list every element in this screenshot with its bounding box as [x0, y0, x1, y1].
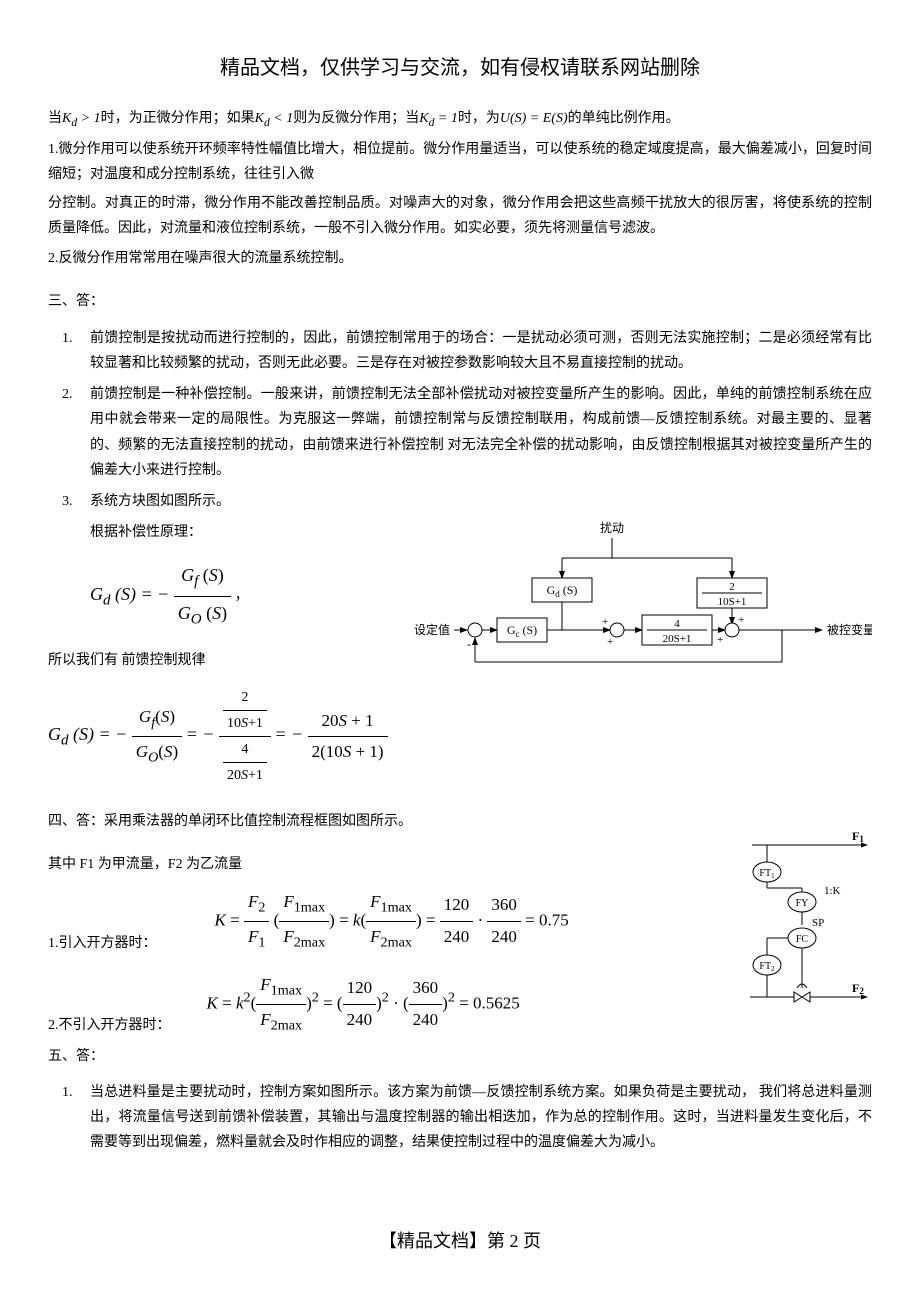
svg-text:FC: FC — [796, 934, 809, 945]
svg-text:+: + — [607, 636, 613, 648]
ratio-control-diagram: F1 FT1 FY 1:K SP FC FT2 — [672, 830, 872, 1025]
intro-mid3: 时，为 — [458, 111, 500, 126]
list-item: 3.系统方块图如图所示。 — [90, 489, 872, 514]
svg-text:10S+1: 10S+1 — [718, 596, 747, 608]
q4-item2-label: 2.不引入开方器时： — [48, 1013, 171, 1038]
paragraph-3: 2.反微分作用常常用在噪声很大的流量系统控制。 — [48, 246, 872, 271]
q4-formula-1: K = F2F1 (F1maxF2max) = k(F1maxF2max) = … — [215, 887, 569, 956]
list-item: 1.当总进料量是主要扰动时，控制方案如图所示。该方案为前馈—反馈控制系统方案。如… — [90, 1080, 872, 1156]
svg-text:F2: F2 — [852, 981, 864, 996]
svg-text:FY: FY — [796, 898, 809, 909]
item-num: 1. — [62, 1080, 73, 1105]
q4-formula-2: K = k2(F1maxF2max)2 = (120240)2 · (36024… — [207, 970, 520, 1039]
intro-tail: 的单纯比例作用。 — [568, 111, 680, 126]
section-5-list: 1. 当总进料量是主要扰动时，控制方案如图所示。该方案为前馈—反馈控制系统方案。如… — [48, 1080, 872, 1156]
svg-text:+: + — [602, 616, 608, 628]
list-item: 2.前馈控制是一种补偿控制。一般来讲，前馈控制无法全部补偿扰动对被控变量所产生的… — [90, 382, 872, 483]
cond-kd-eq-1: Kd = 1 — [419, 111, 458, 126]
feedforward-law-label: 所以我们有 前馈控制规律 — [48, 648, 400, 673]
cond-kd-gt-1: Kd > 1 — [62, 111, 101, 126]
item-text: 前馈控制是一种补偿控制。一般来讲，前馈控制无法全部补偿扰动对被控变量所产生的影响… — [90, 387, 872, 478]
section-5-heading: 五、答： — [48, 1044, 872, 1069]
block-diagram-svg: 扰动 Gd (S) 2 10S+1 设定值 — [412, 520, 872, 675]
cond-us-es: U(S) = E(S) — [500, 111, 568, 126]
item-num: 1. — [62, 326, 73, 351]
intro-pre1: 当 — [48, 111, 62, 126]
formula-gd-basic: Gd (S) = − Gf (S) GO (S) ， — [90, 559, 400, 633]
page-footer: 【精品文档】第 2 页 — [48, 1225, 872, 1257]
svg-text:+: + — [717, 634, 723, 646]
item-text: 前馈控制是按扰动而进行控制的，因此，前馈控制常用于的场合：一是扰动必须可测，否则… — [90, 331, 872, 371]
paragraph-1: 1.微分作用可以使系统开环频率特性幅值比增大，相位提前。微分作用量适当，可以使系… — [48, 137, 872, 187]
section4-flow-note: 其中 F1 为甲流量，F2 为乙流量 — [48, 852, 664, 877]
formula-gd-expanded: Gd (S) = − Gf(S) GO(S) = − 210S+1 420S+1… — [48, 685, 872, 789]
disturbance-label: 扰动 — [600, 521, 624, 535]
intro-mid1: 时，为正微分作用；如果 — [101, 111, 255, 126]
svg-text:Gd (S): Gd (S) — [547, 583, 578, 599]
paragraph-2: 分控制。对真正的时滞，微分作用不能改善控制品质。对噪声大的对象，微分作用会把这些… — [48, 191, 872, 241]
svg-text:1:K: 1:K — [824, 885, 841, 897]
svg-text:-: - — [467, 637, 471, 651]
cond-kd-lt-1: Kd < 1 — [255, 111, 294, 126]
item-text: 当总进料量是主要扰动时，控制方案如图所示。该方案为前馈—反馈控制系统方案。如果负… — [90, 1085, 872, 1150]
item-text: 系统方块图如图所示。 — [90, 494, 230, 509]
intro-paragraph: 当Kd > 1时，为正微分作用；如果Kd < 1则为反微分作用；当Kd = 1时… — [48, 106, 872, 133]
section-3-list: 1. 前馈控制是按扰动而进行控制的，因此，前馈控制常用于的场合：一是扰动必须可测，… — [48, 326, 872, 514]
svg-text:2: 2 — [729, 581, 735, 593]
intro-mid2: 则为反微分作用；当 — [293, 111, 419, 126]
svg-text:20S+1: 20S+1 — [663, 633, 692, 645]
svg-text:4: 4 — [674, 618, 680, 630]
svg-text:Gc (S): Gc (S) — [507, 623, 537, 639]
output-label: 被控变量 — [827, 622, 872, 637]
compensation-principle-label: 根据补偿性原理： — [48, 520, 400, 545]
item-num: 3. — [62, 489, 73, 514]
svg-text:SP: SP — [812, 917, 824, 929]
item-num: 2. — [62, 382, 73, 407]
q4-item1-label: 1.引入开方器时： — [48, 931, 157, 956]
section-3-heading: 三、答： — [48, 289, 872, 314]
svg-text:F1: F1 — [852, 830, 864, 844]
svg-text:+: + — [738, 614, 744, 626]
doc-header: 精品文档，仅供学习与交流，如有侵权请联系网站删除 — [48, 50, 872, 86]
list-item: 1.前馈控制是按扰动而进行控制的，因此，前馈控制常用于的场合：一是扰动必须可测，… — [90, 326, 872, 376]
setpoint-label: 设定值 — [414, 622, 450, 637]
